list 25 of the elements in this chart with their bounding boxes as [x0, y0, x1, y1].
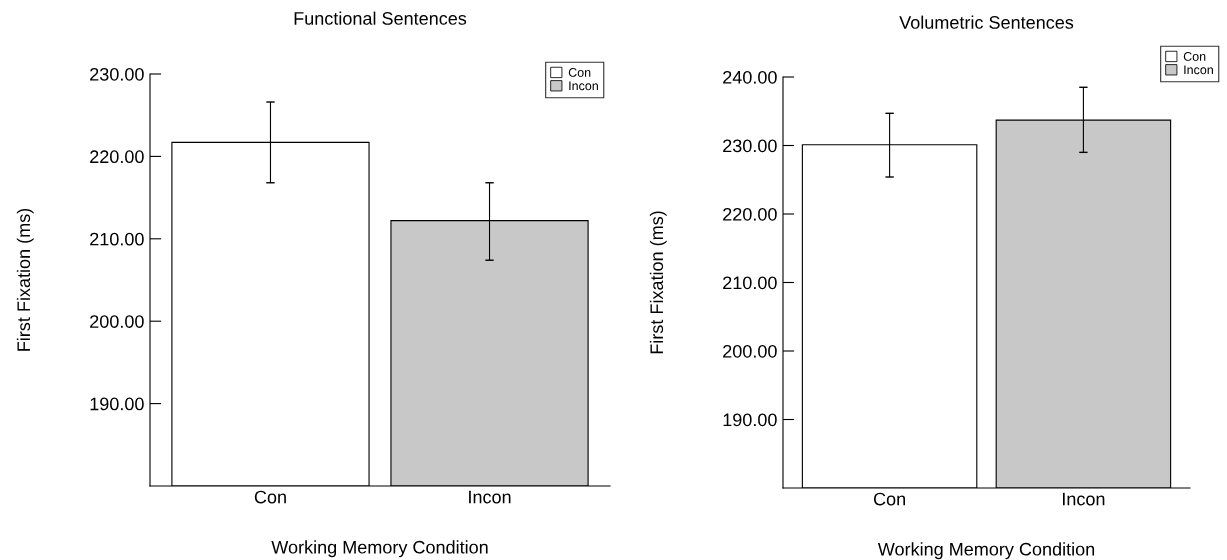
- x-tick-label: Incon: [1062, 492, 1105, 506]
- legend-label: Incon: [1184, 65, 1213, 75]
- x-tick-label: Con: [873, 492, 905, 506]
- y-tick-label: 240.00: [723, 70, 777, 84]
- y-tick-label: 200.00: [723, 344, 777, 358]
- legend-label: Con: [568, 68, 591, 77]
- x-tick-label: Incon: [469, 490, 511, 504]
- y-axis-title: First Fixation (ms): [649, 211, 667, 354]
- y-tick-label: 230.00: [90, 67, 144, 81]
- y-tick-label: 190.00: [90, 397, 144, 411]
- y-tick-label: 210.00: [90, 232, 144, 246]
- y-axis-title: First Fixation (ms): [16, 208, 34, 351]
- y-tick-label: 230.00: [723, 139, 777, 153]
- legend-label: Incon: [569, 81, 598, 91]
- x-axis-title: Working Memory Condition: [877, 542, 1095, 560]
- chart-title: Functional Sentences: [294, 11, 467, 25]
- chart-title: Volumetric Sentences: [899, 15, 1074, 29]
- x-axis-title: Working Memory Condition: [271, 540, 488, 558]
- legend-label: Con: [1183, 52, 1206, 61]
- y-tick-label: 200.00: [90, 315, 144, 328]
- y-tick-label: 210.00: [723, 276, 777, 290]
- x-tick-label: Con: [254, 490, 286, 504]
- y-tick-label: 220.00: [723, 207, 777, 221]
- y-tick-label: 220.00: [90, 150, 144, 164]
- y-tick-label: 190.00: [723, 413, 777, 427]
